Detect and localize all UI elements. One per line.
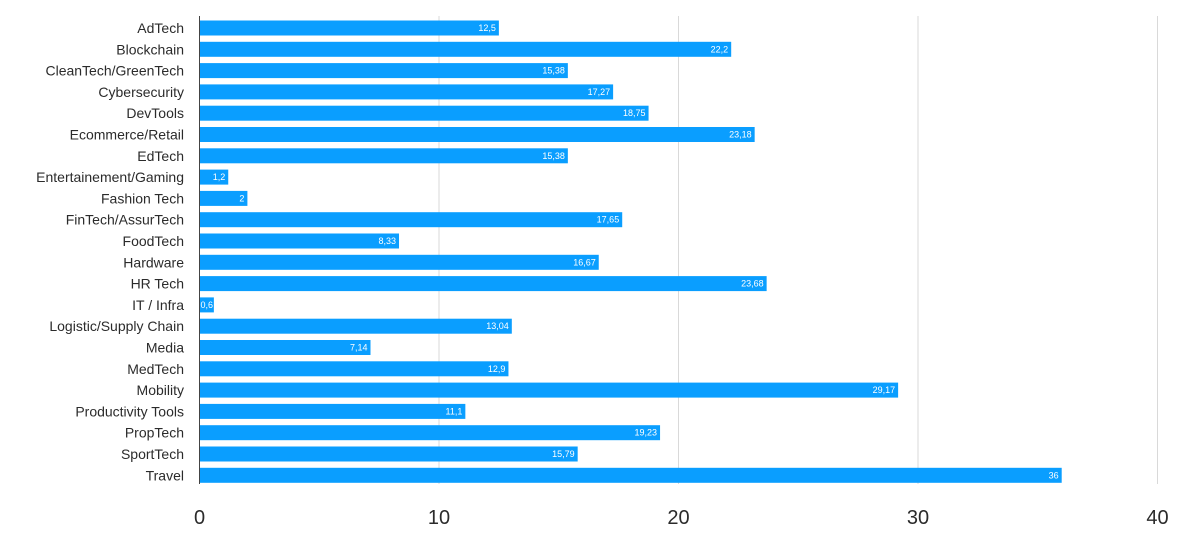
bar xyxy=(199,276,767,292)
bar xyxy=(199,446,578,462)
bar xyxy=(199,254,599,270)
bar xyxy=(199,63,568,79)
bar xyxy=(199,382,899,398)
bar-value-label: 0,6 xyxy=(201,300,214,310)
category-label: Entertainement/Gaming xyxy=(36,169,184,185)
category-label: HR Tech xyxy=(131,276,184,292)
bar xyxy=(199,127,755,142)
category-label: DevTools xyxy=(126,105,184,121)
x-tick-label: 40 xyxy=(1146,507,1168,529)
bar-value-label: 18,75 xyxy=(623,108,646,118)
bar-value-label: 13,04 xyxy=(486,321,509,331)
bar-value-label: 12,5 xyxy=(478,23,496,33)
bar-value-label: 2 xyxy=(239,193,244,203)
bar xyxy=(199,340,371,355)
category-label: Fashion Tech xyxy=(101,190,184,206)
category-label: Blockchain xyxy=(116,41,184,57)
bar xyxy=(199,20,499,36)
category-label: PropTech xyxy=(125,425,184,441)
category-label: CleanTech/GreenTech xyxy=(45,63,184,79)
category-label: MedTech xyxy=(127,361,184,377)
x-tick-label: 10 xyxy=(428,507,450,529)
bar-value-label: 17,65 xyxy=(597,215,620,225)
category-label: Productivity Tools xyxy=(75,403,184,419)
bar-value-label: 15,38 xyxy=(542,66,565,76)
x-axis-tick-labels: 0 10 20 30 40 xyxy=(194,507,1169,529)
bar xyxy=(199,190,248,206)
category-label: FoodTech xyxy=(123,233,184,249)
bar-value-label: 15,38 xyxy=(542,151,565,161)
category-label: FinTech/AssurTech xyxy=(66,212,184,228)
bar xyxy=(199,233,400,249)
bars: 12,5 22,2 15,38 17,27 18,75 23,18 15,38 1,2 2 17,… xyxy=(199,20,1062,483)
bar-value-label: 7,14 xyxy=(350,343,368,353)
x-tick-label: 20 xyxy=(667,507,689,529)
category-label: SportTech xyxy=(121,446,184,462)
category-labels: AdTech Blockchain CleanTech/GreenTech Cyber… xyxy=(36,20,184,483)
category-label: Cybersecurity xyxy=(98,84,184,100)
category-label: Logistic/Supply Chain xyxy=(49,318,184,334)
bar-value-label: 16,67 xyxy=(573,257,596,267)
bar-value-label: 23,18 xyxy=(729,130,752,140)
x-tick-label: 0 xyxy=(194,507,205,529)
bar xyxy=(199,212,623,228)
bar-value-label: 15,79 xyxy=(552,449,575,459)
category-label: Hardware xyxy=(123,254,184,270)
bar-value-label: 17,27 xyxy=(588,87,611,97)
x-tick-label: 30 xyxy=(907,507,929,529)
bar-value-label: 22,2 xyxy=(711,44,729,54)
bar-value-label: 29,17 xyxy=(873,385,896,395)
bar xyxy=(199,148,568,164)
bar xyxy=(199,318,512,334)
category-label: Media xyxy=(146,340,184,356)
bar-value-label: 19,23 xyxy=(635,428,658,438)
bar-value-label: 11,1 xyxy=(445,406,462,416)
bar-value-label: 8,33 xyxy=(378,236,396,246)
bar-value-label: 12,9 xyxy=(488,364,506,374)
bar-value-label: 36 xyxy=(1049,470,1059,480)
bar xyxy=(199,361,509,377)
category-label: Mobility xyxy=(137,382,184,398)
bar xyxy=(199,105,649,121)
bar xyxy=(199,467,1062,483)
category-label: EdTech xyxy=(137,148,184,164)
bar xyxy=(199,425,661,441)
bar-value-label: 23,68 xyxy=(741,279,764,289)
bar xyxy=(199,297,214,313)
bar xyxy=(199,169,229,185)
bar-value-label: 1,2 xyxy=(213,172,226,182)
category-label: Travel xyxy=(146,467,184,483)
category-label: AdTech xyxy=(137,20,184,36)
bar xyxy=(199,403,466,419)
bar xyxy=(199,84,614,100)
category-label: Ecommerce/Retail xyxy=(70,127,184,143)
bar xyxy=(199,41,732,57)
category-label: IT / Infra xyxy=(132,297,184,313)
